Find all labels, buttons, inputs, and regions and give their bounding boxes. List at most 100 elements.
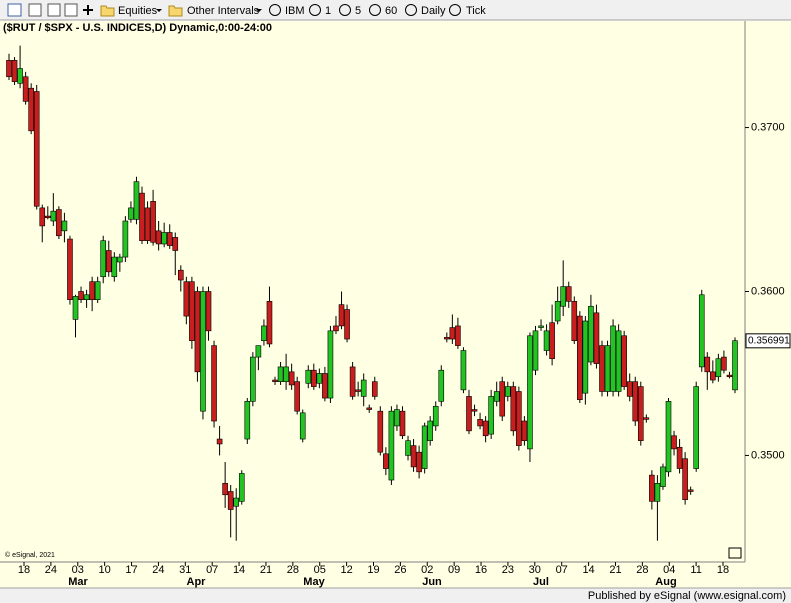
toolbar-item[interactable]: 60 [385,5,397,17]
icon-interval[interactable] [309,4,321,16]
candle-body [444,337,450,340]
icon-folder[interactable] [168,5,183,17]
dropdown-arrow[interactable] [156,9,162,12]
icon-folder[interactable] [100,5,115,17]
x-tick-label: 07 [556,564,568,576]
candle-body [543,330,550,351]
x-tick-label: 18 [717,564,729,576]
x-tick-label: 17 [125,564,137,576]
candle-body [261,325,267,341]
toolbar-item[interactable]: Tick [466,5,486,17]
candle-body [189,281,195,341]
candle-body [732,340,738,391]
toolbar-item[interactable]: Equities [118,5,158,17]
candle-body [693,386,700,469]
candle-body [582,320,589,394]
candle-body [128,207,134,220]
candle-body [416,451,422,473]
candle-body [577,315,583,401]
x-tick-label: 21 [260,564,272,576]
candle-body [17,68,23,84]
icon-save[interactable] [64,3,78,17]
month-label: Jun [422,576,442,588]
toolbar-item[interactable]: IBM [285,5,305,17]
icon-grid[interactable] [28,3,42,17]
x-tick-label: 05 [314,564,326,576]
candle-body [477,419,483,427]
icon-interval[interactable] [449,4,461,16]
x-tick-label: 24 [152,564,164,576]
candle-body [615,330,622,392]
icon-interval[interactable] [369,4,381,16]
candle-body [117,256,123,263]
candle-body [704,356,711,373]
icon-window[interactable] [47,3,61,17]
candle-body [100,240,107,278]
candle-body [333,325,339,332]
candle-body [471,409,478,412]
footer: Published by eSignal (www.esignal.com) [588,590,786,602]
candle-body [516,391,522,446]
candle-body [299,412,306,440]
toolbar-item[interactable]: 1 [325,5,331,17]
toolbar-item[interactable]: Daily [421,5,446,17]
icon-interval[interactable] [339,4,351,16]
candle-body [482,420,489,437]
candle-body [288,371,295,386]
candle-body [410,445,417,468]
candle-body [61,220,68,232]
dropdown-arrow[interactable] [256,9,262,12]
icon-add[interactable] [83,5,93,15]
chart-title: ($RUT / $SPX - U.S. INDICES,D) Dynamic,0… [3,22,272,34]
candle-body [438,369,445,402]
candle-body [166,232,173,246]
y-tick-label: 0.3500 [751,449,785,461]
x-tick-label: 30 [529,564,541,576]
candle-body [355,389,361,392]
candle-body [676,446,683,469]
candle-body [460,350,467,391]
toolbar-item[interactable]: 5 [355,5,361,17]
candle-body [255,345,262,358]
icon-link[interactable] [7,3,22,17]
month-label: Mar [68,576,88,588]
x-tick-label: 14 [233,564,245,576]
candle-body [155,230,162,245]
candle-body [449,327,456,340]
month-label: Jul [533,576,549,588]
candle-body [194,291,201,373]
candle-body [632,381,639,422]
candle-body [105,250,112,273]
candle-body [377,410,384,453]
x-tick-label: 04 [663,564,675,576]
x-tick-label: 26 [394,564,406,576]
x-tick-label: 09 [448,564,460,576]
candle-body [665,401,672,473]
icon-symbol[interactable] [269,4,281,16]
y-tick-label: 0.3700 [751,121,785,133]
icon-interval[interactable] [405,4,417,16]
x-tick-label: 23 [502,564,514,576]
icon-scroll[interactable] [728,547,742,559]
candle-body [588,305,594,363]
candle-body [216,438,223,445]
toolbar-item[interactable]: Other Intervals [187,5,260,17]
candle-body [721,356,727,371]
candle-body [266,301,273,345]
x-tick-label: 28 [636,564,648,576]
candle-body [89,281,95,300]
x-tick-label: 07 [206,564,218,576]
candle-body [554,301,561,322]
candle-body [549,322,555,360]
candle-body [687,489,694,492]
candle-body [94,281,101,300]
x-tick-label: 31 [179,564,191,576]
candle-body [649,474,655,502]
candle-body [338,304,345,327]
candle-body [83,294,90,300]
x-tick-label: 10 [99,564,111,576]
candle-body [316,373,323,384]
candle-body [11,60,18,82]
candle-body [205,291,212,332]
